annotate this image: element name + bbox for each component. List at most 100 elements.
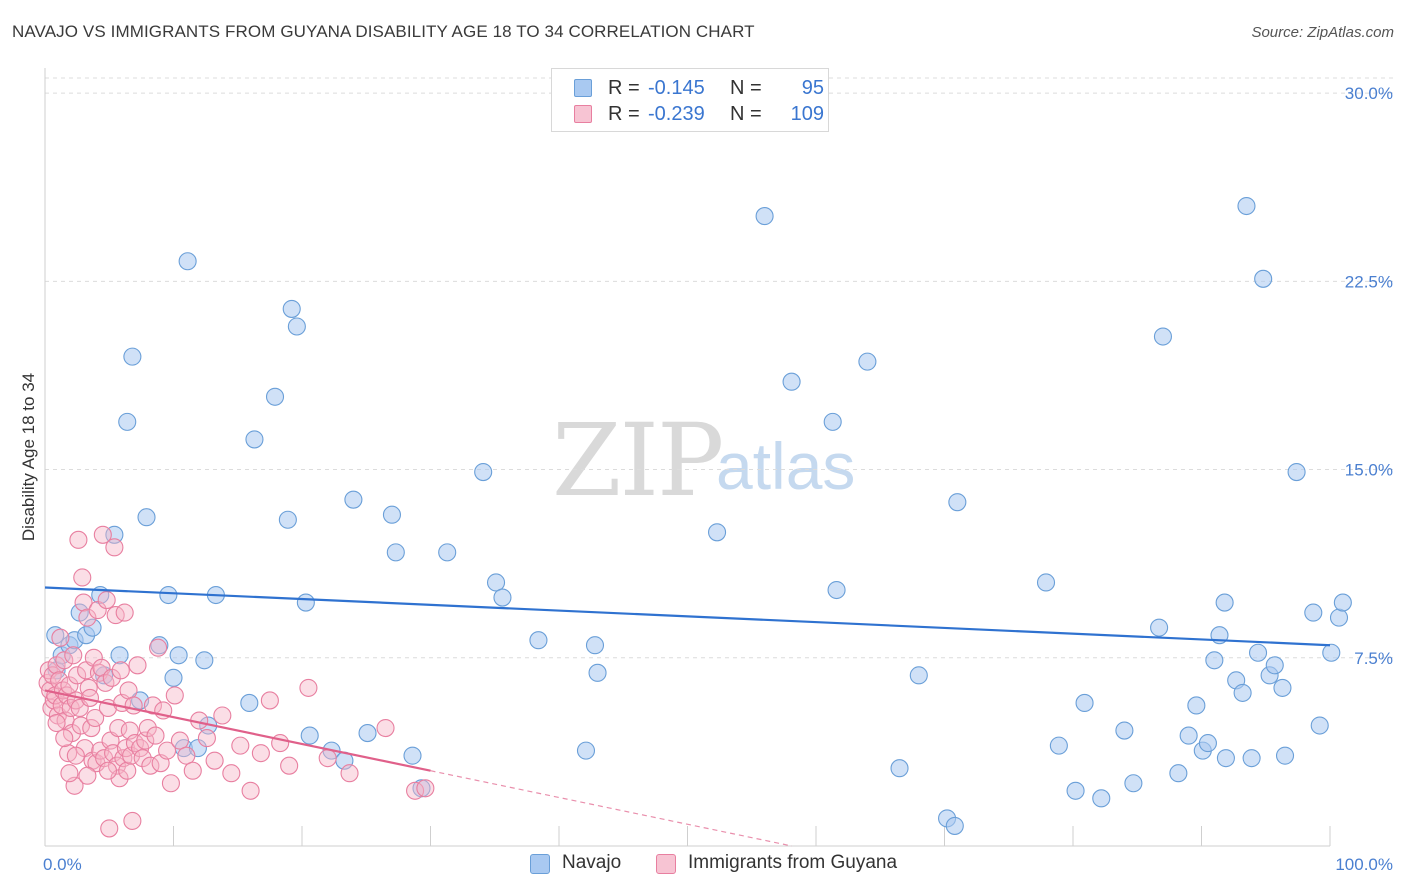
- source-label: Source: ZipAtlas.com: [1251, 24, 1394, 41]
- guyana-point: [98, 761, 118, 780]
- guyana-point: [205, 751, 224, 770]
- guyana-point: [183, 761, 202, 780]
- navajo-point: [282, 299, 301, 318]
- navajo-trend-line: [44, 586, 1331, 647]
- guyana-point: [100, 819, 119, 838]
- watermark-zip: ZIP: [552, 402, 724, 519]
- y-tick-label: 7.5%: [1354, 649, 1393, 668]
- navajo-point: [1242, 749, 1261, 768]
- x-tick-label-min: 0.0%: [43, 855, 82, 874]
- navajo-point: [948, 493, 967, 512]
- navajo-point: [782, 372, 801, 391]
- guyana-point: [231, 736, 250, 755]
- guyana-point: [86, 708, 105, 728]
- y-tick-label: 15.0%: [1345, 461, 1393, 480]
- navajo-point: [585, 636, 605, 655]
- navajo-point: [890, 759, 909, 778]
- navajo-point: [1333, 593, 1352, 612]
- navajo-point: [403, 746, 422, 765]
- navajo-point: [1115, 721, 1134, 740]
- legend-n-value: 95: [801, 77, 824, 99]
- navajo-point: [1265, 656, 1284, 675]
- guyana-point: [71, 716, 91, 735]
- navajo-point: [909, 666, 928, 685]
- navajo-series: [46, 196, 1352, 835]
- guyana-point: [241, 781, 260, 800]
- guyana-point: [177, 746, 196, 765]
- watermark-atlas: atlas: [716, 429, 856, 503]
- legend-label-navajo: Navajo: [562, 852, 622, 873]
- guyana-point: [66, 746, 85, 765]
- navajo-point: [278, 510, 297, 529]
- guyana-point: [74, 593, 93, 612]
- guyana-point: [123, 811, 142, 830]
- navajo-point: [1287, 463, 1306, 482]
- guyana-point: [118, 761, 137, 780]
- guyana-point: [138, 718, 157, 738]
- navajo-point: [300, 726, 319, 745]
- navajo-point: [1248, 643, 1268, 662]
- y-axis-label: Disability Age 18 to 34: [19, 373, 38, 541]
- guyana-point: [111, 661, 130, 680]
- navajo-point: [438, 543, 457, 562]
- navajo-point: [1092, 789, 1111, 808]
- guyana-point: [69, 530, 88, 549]
- guyana-point: [55, 651, 74, 670]
- guyana-series: [38, 525, 435, 838]
- legend-swatch-guyana: [656, 854, 676, 874]
- guyana-point: [82, 718, 101, 738]
- navajo-point: [529, 631, 548, 650]
- guyana-point: [141, 756, 160, 775]
- guyana-point: [60, 676, 79, 695]
- navajo-point: [169, 646, 188, 665]
- guyana-point: [133, 749, 152, 768]
- navajo-point: [1066, 781, 1085, 800]
- legend-r-value: -0.145: [648, 77, 705, 99]
- navajo-point: [1198, 734, 1217, 753]
- guyana-point: [213, 706, 232, 725]
- guyana-point: [51, 628, 70, 647]
- y-tick-label: 30.0%: [1345, 84, 1393, 103]
- guyana-point: [340, 764, 359, 783]
- chart-title: NAVAJO VS IMMIGRANTS FROM GUYANA DISABIL…: [12, 22, 755, 41]
- guyana-point: [60, 764, 79, 783]
- legend-n-value: 109: [790, 103, 824, 125]
- guyana-point: [280, 756, 299, 775]
- guyana-point: [109, 718, 128, 738]
- guyana-point: [251, 744, 270, 763]
- navajo-point: [1310, 716, 1329, 735]
- guyana-point: [50, 671, 69, 690]
- guyana-point: [78, 608, 97, 627]
- guyana-point: [149, 638, 168, 657]
- navajo-point: [382, 505, 402, 524]
- legend-n-label: N =: [730, 77, 762, 99]
- legend-swatch-navajo: [574, 79, 592, 97]
- navajo-point: [486, 573, 506, 592]
- trend-lines: [44, 586, 1331, 847]
- guyana-point: [88, 601, 107, 620]
- navajo-point: [1153, 327, 1172, 346]
- navajo-point: [1049, 736, 1068, 755]
- navajo-point: [945, 816, 964, 835]
- navajo-point: [344, 490, 363, 509]
- guyana-point: [125, 734, 144, 753]
- navajo-point: [195, 651, 214, 670]
- navajo-point: [287, 317, 306, 336]
- navajo-point: [1150, 618, 1169, 637]
- y-tick-label: 22.5%: [1345, 272, 1393, 291]
- guyana-trend-extrapolation: [430, 770, 793, 847]
- navajo-point: [83, 618, 102, 637]
- navajo-point: [118, 412, 137, 431]
- navajo-point: [245, 430, 264, 449]
- guyana-point: [161, 774, 180, 793]
- navajo-point: [178, 252, 197, 271]
- legend-r-label: R =: [608, 103, 640, 125]
- navajo-point: [1179, 726, 1198, 745]
- guyana-point: [128, 656, 147, 675]
- legend-label-guyana: Immigrants from Guyana: [688, 852, 898, 873]
- navajo-point: [858, 352, 877, 371]
- navajo-point: [1075, 693, 1094, 712]
- guyana-point: [299, 678, 318, 697]
- guyana-point: [78, 766, 97, 785]
